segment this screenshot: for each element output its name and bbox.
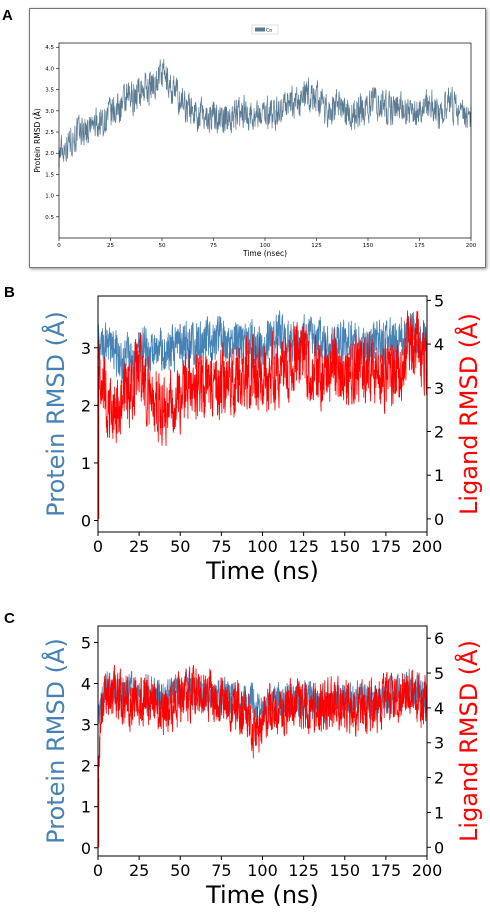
y-left-axis-label: Protein RMSD (Å) [41,638,70,844]
y-left-tick-label: 1 [81,454,91,473]
x-tick-label: 200 [466,243,477,249]
legend-label: Cα [266,28,272,34]
y-left-axis-label: Protein RMSD (Å) [41,311,70,517]
chart-a-svg: 0 25 50 75 100 125 150 175 200 0.5 1.0 1.5 2.0 2.5 3.0… [33,24,477,258]
x-tick-label: 25 [129,861,149,880]
y-axis-label: Protein RMSD (Å) [33,108,42,172]
y-right-tick-label: 2 [434,769,444,788]
panel-label-a: A [2,7,13,24]
x-tick-label: 100 [247,861,278,880]
x-tick-label: 175 [414,243,425,249]
series-line-0 [58,58,472,169]
y-left-tick-label: 0 [81,839,91,858]
chart-b-svg: 0 25 50 75 100 125 150 175 200 0 1 2 3 0 1 2 3 4 5 Time (ns… [41,291,483,585]
panel-label-b: B [4,284,15,301]
x-axis-label: Time (ns) [205,881,319,909]
y-right-tick-label: 6 [434,629,444,648]
plot-frame [97,625,428,857]
y-right-axis-label: Ligand RMSD (Å) [454,313,483,515]
x-tick-label: 150 [329,537,360,556]
y-right-tick-label: 3 [434,379,444,398]
y-left-tick-label: 0 [81,511,91,530]
x-tick-label: 200 [412,537,443,556]
x-tick-label: 25 [107,243,114,249]
y-left-tick-label: 2 [81,757,91,776]
x-tick-label: 75 [210,243,217,249]
y-right-tick-label: 3 [434,734,444,753]
y-right-tick-label: 1 [434,803,444,822]
series-line-ligand [98,310,427,447]
x-tick-label: 50 [170,861,190,880]
y-tick-label: 2.5 [45,130,54,136]
legend-swatch [255,27,265,32]
x-tick-label: 125 [311,243,322,249]
y-right-tick-label: 0 [434,838,444,857]
x-tick-label: 150 [363,243,374,249]
y-right-tick-label: 5 [434,664,444,683]
y-right-tick-label: 4 [434,335,444,354]
x-tick-label: 75 [211,537,231,556]
y-left-tick-label: 3 [81,716,91,735]
y-tick-label: 3.5 [45,88,54,94]
y-right-axis-label: Ligand RMSD (Å) [454,640,483,842]
y-right-tick-label: 4 [434,699,444,718]
y-left-tick-label: 4 [81,675,91,694]
panel-label-c: C [4,610,15,627]
y-tick-label: 1.0 [45,194,54,200]
x-tick-label: 150 [329,861,360,880]
panel-a-chart: 0 25 50 75 100 125 150 175 200 0.5 1.0 1.5 2.0 2.5 3.0… [0,0,490,270]
x-tick-label: 25 [129,537,149,556]
x-tick-label: 175 [371,537,402,556]
y-left-tick-label: 2 [81,396,91,415]
x-tick-label: 0 [93,861,103,880]
y-left-tick-label: 1 [81,798,91,817]
x-tick-label: 50 [159,243,166,249]
y-right-tick-label: 1 [434,466,444,485]
y-left-tick-label: 5 [81,633,91,652]
x-tick-label: 0 [93,537,103,556]
y-tick-label: 3.0 [45,109,54,115]
x-tick-label: 125 [288,861,319,880]
panel-a-frame [29,8,486,268]
x-tick-label: 50 [170,537,190,556]
y-tick-label: 4.5 [45,45,54,51]
x-tick-label: 125 [288,537,319,556]
x-axis-label: Time (nsec) [242,249,287,258]
y-right-tick-label: 0 [434,510,444,529]
y-tick-label: 0.5 [45,215,54,221]
series-line-ligand [98,664,427,801]
x-tick-label: 100 [247,537,278,556]
y-right-tick-label: 2 [434,422,444,441]
x-tick-label: 175 [371,861,402,880]
x-tick-label: 100 [260,243,271,249]
x-tick-label: 75 [211,861,231,880]
y-tick-label: 1.5 [45,172,54,178]
series-line-protein [98,310,427,384]
y-right-tick-label: 5 [434,291,444,310]
x-axis-label: Time (ns) [205,557,319,585]
x-tick-label: 200 [412,861,443,880]
y-tick-label: 4.0 [45,66,54,72]
y-tick-label: 2.0 [45,151,54,157]
x-tick-label: 0 [57,243,61,249]
y-left-tick-label: 3 [81,339,91,358]
